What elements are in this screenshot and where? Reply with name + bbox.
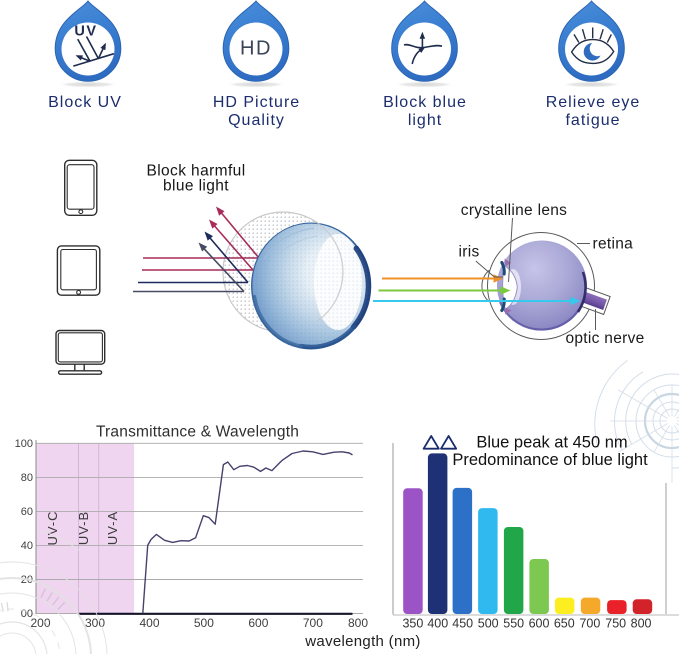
svg-text:HD: HD <box>240 38 272 60</box>
svg-text:fatigue: fatigue <box>565 112 620 129</box>
svg-text:500: 500 <box>194 616 214 630</box>
svg-text:100: 100 <box>15 438 33 450</box>
svg-text:400: 400 <box>139 616 159 630</box>
svg-text:Quality: Quality <box>228 112 285 129</box>
svg-text:600: 600 <box>248 616 268 630</box>
svg-text:UV-A: UV-A <box>105 511 120 545</box>
svg-text:200: 200 <box>30 616 50 630</box>
svg-text:650: 650 <box>554 617 575 631</box>
svg-text:550: 550 <box>503 617 524 631</box>
svg-text:40: 40 <box>21 540 33 552</box>
svg-text:80: 80 <box>21 472 33 484</box>
svg-text:retina: retina <box>593 236 634 253</box>
svg-text:HD Picture: HD Picture <box>213 94 300 111</box>
svg-text:600: 600 <box>529 617 550 631</box>
svg-text:60: 60 <box>21 506 33 518</box>
svg-text:700: 700 <box>579 617 600 631</box>
svg-text:500: 500 <box>478 617 499 631</box>
svg-text:800: 800 <box>348 616 368 630</box>
svg-text:450: 450 <box>452 617 473 631</box>
svg-text:blue light: blue light <box>163 178 229 195</box>
svg-text:UV-B: UV-B <box>76 511 91 545</box>
svg-text:800: 800 <box>631 617 652 631</box>
svg-text:crystalline lens: crystalline lens <box>461 202 567 219</box>
svg-text:350: 350 <box>402 617 423 631</box>
svg-text:light: light <box>408 112 442 129</box>
svg-text:Relieve eye: Relieve eye <box>546 94 641 111</box>
svg-text:iris: iris <box>459 244 480 261</box>
svg-text:UV-C: UV-C <box>45 510 60 545</box>
svg-text:750: 750 <box>605 617 626 631</box>
svg-text:Transmittance & Wavelength: Transmittance & Wavelength <box>96 424 299 441</box>
svg-text:Block UV: Block UV <box>48 94 122 111</box>
svg-text:Predominance of blue light: Predominance of blue light <box>452 451 648 469</box>
svg-text:700: 700 <box>303 616 323 630</box>
svg-text:Blue peak at 450 nm: Blue peak at 450 nm <box>476 434 627 452</box>
svg-text:wavelength (nm): wavelength (nm) <box>304 633 420 650</box>
svg-text:400: 400 <box>427 617 448 631</box>
svg-text:optic nerve: optic nerve <box>565 330 644 347</box>
svg-text:Block blue: Block blue <box>383 94 467 111</box>
